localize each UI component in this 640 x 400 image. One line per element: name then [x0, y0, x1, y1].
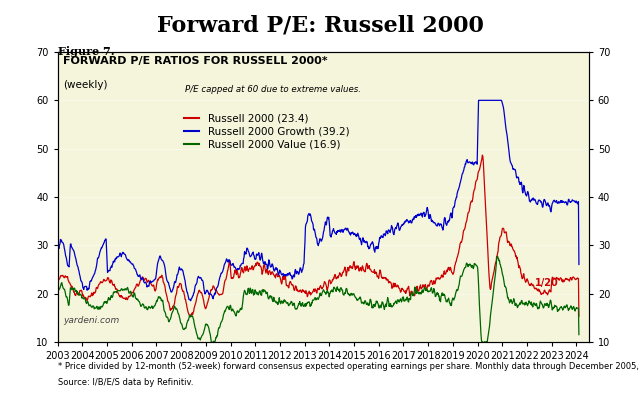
Text: (weekly): (weekly): [63, 80, 108, 90]
Text: yardeni.com: yardeni.com: [63, 316, 119, 325]
Legend: Russell 2000 (23.4), Russell 2000 Growth (39.2), Russell 2000 Value (16.9): Russell 2000 (23.4), Russell 2000 Growth…: [180, 110, 353, 154]
Text: Forward P/E: Russell 2000: Forward P/E: Russell 2000: [157, 14, 483, 36]
Text: Source: I/B/E/S data by Refinitiv.: Source: I/B/E/S data by Refinitiv.: [58, 378, 193, 387]
Text: * Price divided by 12-month (52-week) forward consensus expected operating earni: * Price divided by 12-month (52-week) fo…: [58, 362, 640, 371]
Text: 1/20: 1/20: [534, 278, 558, 288]
Text: FORWARD P/E RATIOS FOR RUSSELL 2000*: FORWARD P/E RATIOS FOR RUSSELL 2000*: [63, 56, 328, 66]
Text: Figure 7.: Figure 7.: [58, 46, 114, 57]
Text: P/E capped at 60 due to extreme values.: P/E capped at 60 due to extreme values.: [185, 85, 361, 94]
